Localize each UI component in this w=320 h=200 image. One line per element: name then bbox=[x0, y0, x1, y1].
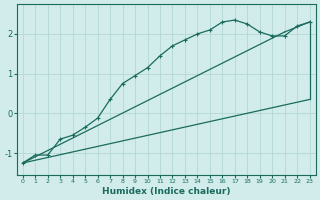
X-axis label: Humidex (Indice chaleur): Humidex (Indice chaleur) bbox=[102, 187, 230, 196]
